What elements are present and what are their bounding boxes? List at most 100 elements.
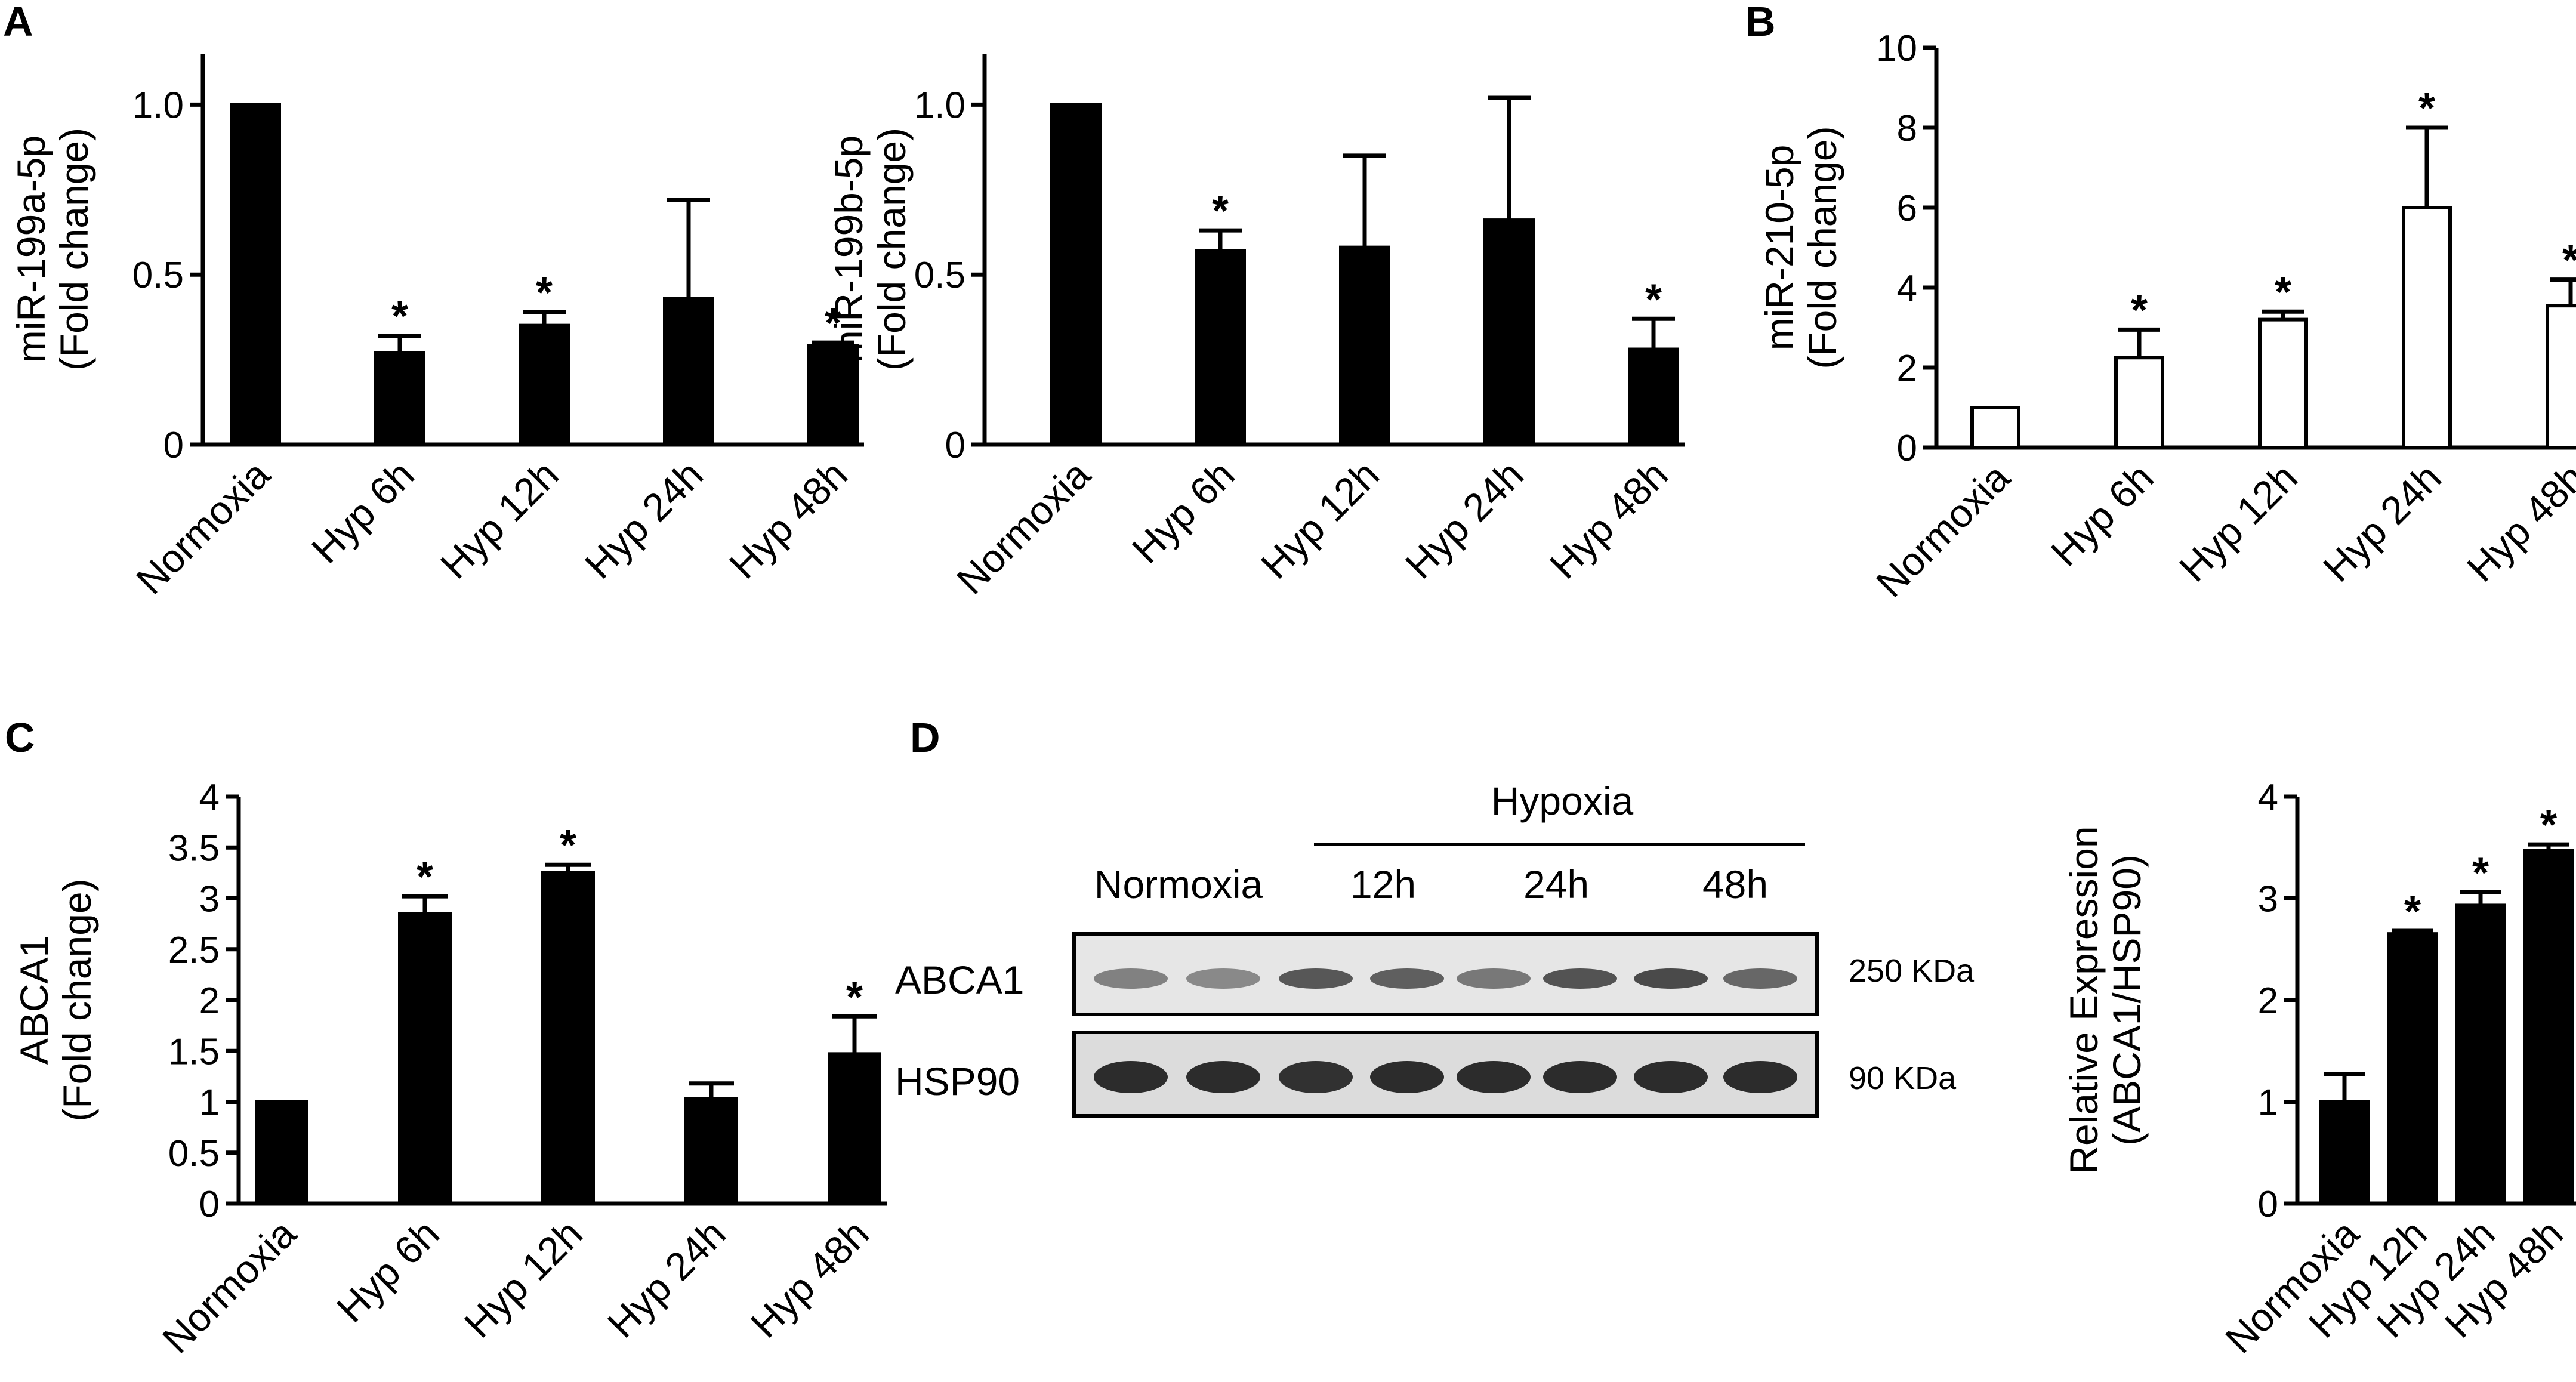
bar	[1970, 406, 2020, 449]
wb-band	[1543, 1061, 1617, 1093]
y-axis-label: Relative Expression(ABCA1/HSP90)	[2062, 826, 2149, 1174]
y-axis-label: miR-199b-5p(Fold change)	[826, 128, 914, 371]
wb-lane-label-12h: 12h	[1350, 862, 1416, 906]
bar	[519, 323, 570, 446]
bar	[2546, 304, 2576, 450]
panel-letter-b: B	[1745, 0, 1776, 45]
wb-band	[1634, 1061, 1708, 1093]
bar	[2523, 849, 2574, 1205]
wb-membrane-abca1	[1072, 932, 1819, 1016]
x-tick-label: Hyp 6h	[328, 1211, 448, 1331]
y-tick-label: 8	[1897, 108, 1917, 149]
bar	[541, 871, 595, 1205]
western-blot: Hypoxia Normoxia 12h 24h 48h ABCA1 HSP90…	[895, 779, 1975, 1118]
y-tick-label: 0	[199, 1184, 220, 1225]
significance-star: *	[2275, 269, 2291, 316]
x-tick-label: Hyp 12h	[456, 1211, 591, 1346]
x-tick-label: Hyp 12h	[1252, 452, 1387, 587]
bar	[2258, 317, 2308, 449]
x-tick-label: Normoxia	[154, 1211, 304, 1361]
wb-protein-label-abca1: ABCA1	[895, 958, 1024, 1002]
y-tick-label: 0.5	[914, 255, 965, 296]
y-tick-label: 1	[199, 1082, 220, 1124]
chart-mir210: 0 2 4 6 8 10 miR-210-5p(Fold change) Normoxia * H…	[1757, 28, 2576, 606]
y-tick-label: 0.5	[168, 1133, 220, 1174]
wb-band	[1370, 968, 1444, 989]
chart-mir199a: 0 0.5 1.0 miR-199a-5p(Fold change) Normoxia *…	[9, 54, 864, 603]
x-tick-label: Hyp 6h	[2043, 455, 2162, 575]
y-tick-label: 2	[1897, 348, 1917, 389]
x-tick-label: Hyp 48h	[1541, 452, 1676, 587]
x-tick-label: Hyp 48h	[2458, 455, 2576, 590]
x-tick-label: Normoxia	[128, 452, 278, 602]
y-tick-label: 3	[2258, 879, 2278, 920]
y-tick-label: 4	[199, 777, 220, 818]
significance-star: *	[1645, 276, 1662, 323]
bar	[374, 351, 425, 447]
bar	[1339, 245, 1390, 446]
wb-band	[1186, 968, 1260, 989]
y-tick-label: 4	[1897, 268, 1917, 309]
wb-band	[1634, 968, 1708, 989]
bar	[1628, 347, 1679, 446]
wb-band	[1723, 1061, 1797, 1093]
bar	[684, 1097, 738, 1206]
wb-lane-label-48h: 48h	[1702, 862, 1768, 906]
x-tick-label: Hyp 24h	[2315, 455, 2449, 590]
chart-abca1-fold-change: 0 0.5 1 1.5 2 2.5 3 3.5 4 ABCA1(Fold change) Normo…	[12, 777, 887, 1362]
bar	[807, 344, 859, 447]
x-tick-label: Hyp 24h	[1397, 452, 1532, 587]
y-tick-label: 0.5	[132, 255, 184, 296]
y-axis-label: miR-210-5p(Fold change)	[1757, 126, 1844, 369]
x-tick-label: Hyp 24h	[576, 452, 711, 587]
y-tick-label: 1.0	[914, 85, 965, 126]
y-tick-label: 0	[1897, 428, 1917, 469]
wb-band	[1186, 1061, 1260, 1093]
wb-group-label: Hypoxia	[1491, 779, 1634, 823]
y-tick-label: 6	[1897, 188, 1917, 229]
wb-lane-label-24h: 24h	[1523, 862, 1589, 906]
bar	[398, 912, 452, 1205]
x-tick-label: Hyp 24h	[599, 1211, 734, 1346]
y-tick-label: 3	[199, 879, 220, 920]
y-tick-label: 1.5	[168, 1031, 220, 1072]
bar	[2455, 903, 2506, 1206]
bar	[2402, 206, 2452, 449]
y-tick-label: 2	[199, 980, 220, 1022]
y-tick-label: 0	[163, 425, 184, 466]
wb-band	[1279, 968, 1353, 989]
bar	[1483, 218, 1535, 446]
wb-band	[1457, 968, 1531, 989]
wb-band	[1094, 968, 1168, 989]
bar	[2387, 932, 2438, 1206]
significance-star: *	[2562, 237, 2576, 285]
x-tick-label: Hyp 48h	[721, 452, 856, 587]
significance-star: *	[560, 822, 576, 869]
panel-letter-a: A	[3, 0, 33, 45]
x-tick-label: Hyp 48h	[742, 1211, 877, 1346]
wb-protein-label-hsp90: HSP90	[895, 1059, 1020, 1103]
panel-letter-d: D	[910, 714, 940, 761]
bar	[230, 103, 281, 447]
wb-bands	[1094, 968, 1797, 1093]
y-tick-label: 2	[2258, 980, 2278, 1022]
bar	[1195, 249, 1246, 446]
significance-star: *	[825, 300, 841, 347]
significance-star: *	[2131, 286, 2148, 334]
wb-band	[1094, 1061, 1168, 1093]
wb-size-label-abca1: 250 KDa	[1849, 953, 1975, 989]
bar	[255, 1100, 308, 1205]
y-axis-label: ABCA1(Fold change)	[12, 878, 99, 1121]
bar	[663, 297, 714, 446]
x-tick-label: Hyp 6h	[1124, 452, 1243, 572]
significance-star: *	[846, 973, 863, 1021]
significance-star: *	[2418, 85, 2435, 132]
bar	[828, 1052, 881, 1205]
y-tick-label: 4	[2258, 777, 2278, 818]
y-tick-label: 2.5	[168, 930, 220, 971]
y-tick-label: 1.0	[132, 85, 184, 126]
significance-star: *	[536, 269, 553, 317]
y-tick-label: 3.5	[168, 828, 220, 869]
bar	[2319, 1100, 2370, 1205]
